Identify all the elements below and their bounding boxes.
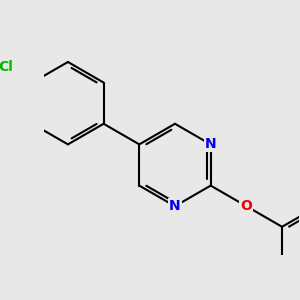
Text: O: O [240,199,252,213]
Text: N: N [205,137,217,152]
Text: N: N [169,199,181,213]
Text: Cl: Cl [0,60,13,74]
